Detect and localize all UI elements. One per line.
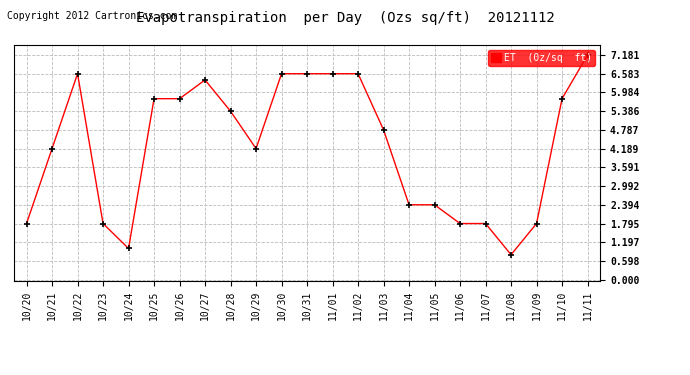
Text: Copyright 2012 Cartronics.com: Copyright 2012 Cartronics.com (7, 11, 177, 21)
Text: Evapotranspiration  per Day  (Ozs sq/ft)  20121112: Evapotranspiration per Day (Ozs sq/ft) 2… (136, 11, 554, 25)
Legend: ET  (0z/sq  ft): ET (0z/sq ft) (488, 50, 595, 66)
